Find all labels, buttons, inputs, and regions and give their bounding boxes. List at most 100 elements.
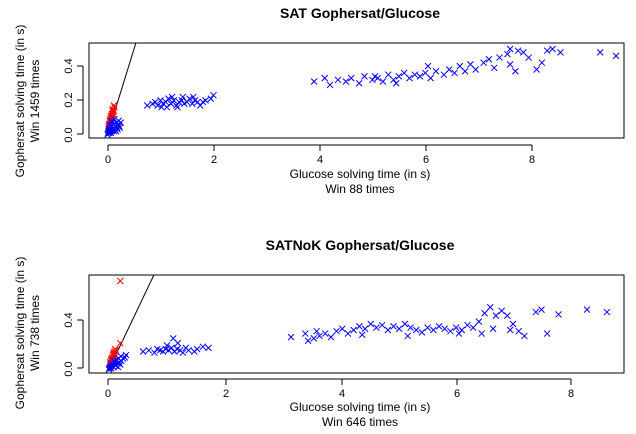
data-point [168, 93, 176, 101]
data-point [490, 64, 498, 72]
data-point [355, 79, 363, 87]
data-point [210, 91, 217, 99]
data-point [174, 103, 181, 111]
chart-2-y-tick-label: 0.4 [63, 312, 75, 327]
data-point [110, 102, 118, 109]
data-point [151, 349, 158, 357]
data-point [401, 320, 409, 328]
chart-2-y-tick-label: 0.0 [63, 361, 75, 376]
data-point [115, 117, 123, 125]
data-point [557, 49, 564, 56]
data-point [478, 330, 486, 337]
data-point [108, 117, 116, 125]
data-point [422, 69, 429, 77]
data-point [344, 330, 352, 337]
data-point [432, 67, 440, 75]
data-point [464, 321, 471, 329]
data-point [105, 126, 112, 133]
data-point [392, 79, 400, 87]
chart-2-x-tick-label: 6 [454, 388, 460, 400]
data-point [107, 362, 114, 370]
data-point [485, 55, 493, 63]
data-point [424, 62, 432, 70]
chart-1-x-tick-label: 4 [317, 154, 323, 166]
data-point [429, 326, 437, 334]
data-point [390, 323, 397, 330]
data-point [310, 334, 318, 342]
data-point [342, 78, 350, 85]
data-point [110, 107, 118, 114]
data-point [384, 326, 392, 334]
data-point [327, 333, 335, 341]
data-point [350, 326, 358, 334]
chart-1-x-tick-label: 6 [423, 154, 429, 166]
chart-2-xlabel-wins: Win 646 times [322, 415, 398, 429]
data-point [107, 129, 115, 137]
data-point [361, 325, 369, 333]
data-point [498, 307, 505, 315]
chart-2-xlabel: Glucose solving time (in s) [290, 400, 431, 414]
data-point [612, 52, 620, 60]
data-point [461, 67, 469, 75]
data-point [378, 321, 386, 329]
data-point [122, 351, 130, 359]
data-point [384, 71, 392, 79]
chart-1-xlabel: Glucose solving time (in s) [290, 167, 431, 181]
data-point [456, 62, 464, 70]
data-point [167, 100, 175, 108]
data-point [162, 98, 170, 106]
data-point [492, 312, 500, 319]
data-point [596, 49, 604, 56]
data-point [458, 326, 466, 334]
data-point [521, 332, 528, 340]
data-point [543, 47, 551, 55]
data-point [188, 100, 196, 108]
chart-1-x-tick-labels: 0 2 4 6 8 [105, 154, 535, 166]
data-point [116, 277, 124, 285]
data-point [186, 95, 193, 102]
data-point [506, 61, 514, 68]
data-point [361, 73, 368, 80]
data-point [202, 96, 209, 104]
data-point [358, 331, 366, 339]
data-point [455, 330, 463, 337]
data-point [110, 127, 118, 135]
data-point [481, 309, 488, 317]
chart-1-x-tick-label: 2 [211, 154, 217, 166]
data-point [583, 306, 591, 314]
data-point [411, 71, 419, 79]
data-point [333, 327, 340, 335]
chart-1-title: SAT Gophersat/Glucose [280, 5, 440, 21]
data-point [163, 103, 171, 111]
data-point [472, 66, 480, 73]
data-point [525, 54, 533, 61]
data-point [145, 346, 153, 354]
data-point [174, 339, 182, 347]
data-point [321, 330, 329, 337]
chart-2-axes [77, 274, 625, 385]
data-point [373, 324, 380, 331]
data-point [538, 306, 545, 314]
data-point [514, 47, 522, 55]
data-point [304, 337, 312, 345]
data-point [313, 327, 321, 335]
data-point [503, 312, 511, 319]
data-point [170, 96, 178, 104]
data-point [512, 67, 519, 75]
chart-2-x-tick-label: 4 [339, 388, 345, 400]
data-point [196, 102, 204, 109]
data-point [193, 345, 201, 353]
chart-2-plot-frame [88, 274, 625, 374]
data-point [445, 66, 453, 73]
data-point [207, 95, 215, 102]
data-point [116, 339, 124, 347]
data-point [179, 349, 187, 357]
chart-1-y-tick-label: 0.2 [63, 92, 75, 107]
data-point [183, 98, 191, 106]
data-point [400, 69, 408, 77]
data-point [395, 325, 403, 333]
data-point [441, 325, 449, 333]
data-point [165, 95, 172, 102]
data-point [504, 50, 511, 58]
